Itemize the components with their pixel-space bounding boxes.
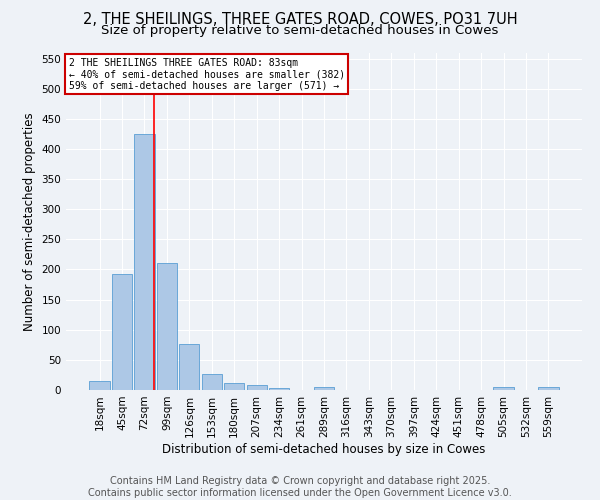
X-axis label: Distribution of semi-detached houses by size in Cowes: Distribution of semi-detached houses by … — [163, 442, 485, 456]
Text: 2, THE SHEILINGS, THREE GATES ROAD, COWES, PO31 7UH: 2, THE SHEILINGS, THREE GATES ROAD, COWE… — [83, 12, 517, 28]
Text: Size of property relative to semi-detached houses in Cowes: Size of property relative to semi-detach… — [101, 24, 499, 37]
Bar — [224, 383, 244, 390]
Bar — [112, 274, 132, 390]
Bar — [202, 374, 222, 390]
Bar — [157, 264, 177, 390]
Text: 2 THE SHEILINGS THREE GATES ROAD: 83sqm
← 40% of semi-detached houses are smalle: 2 THE SHEILINGS THREE GATES ROAD: 83sqm … — [68, 58, 345, 91]
Y-axis label: Number of semi-detached properties: Number of semi-detached properties — [23, 112, 36, 330]
Bar — [134, 134, 155, 390]
Bar — [179, 344, 199, 390]
Bar — [269, 388, 289, 390]
Bar — [314, 387, 334, 390]
Bar — [538, 387, 559, 390]
Bar — [493, 387, 514, 390]
Text: Contains HM Land Registry data © Crown copyright and database right 2025.
Contai: Contains HM Land Registry data © Crown c… — [88, 476, 512, 498]
Bar — [89, 381, 110, 390]
Bar — [247, 384, 267, 390]
